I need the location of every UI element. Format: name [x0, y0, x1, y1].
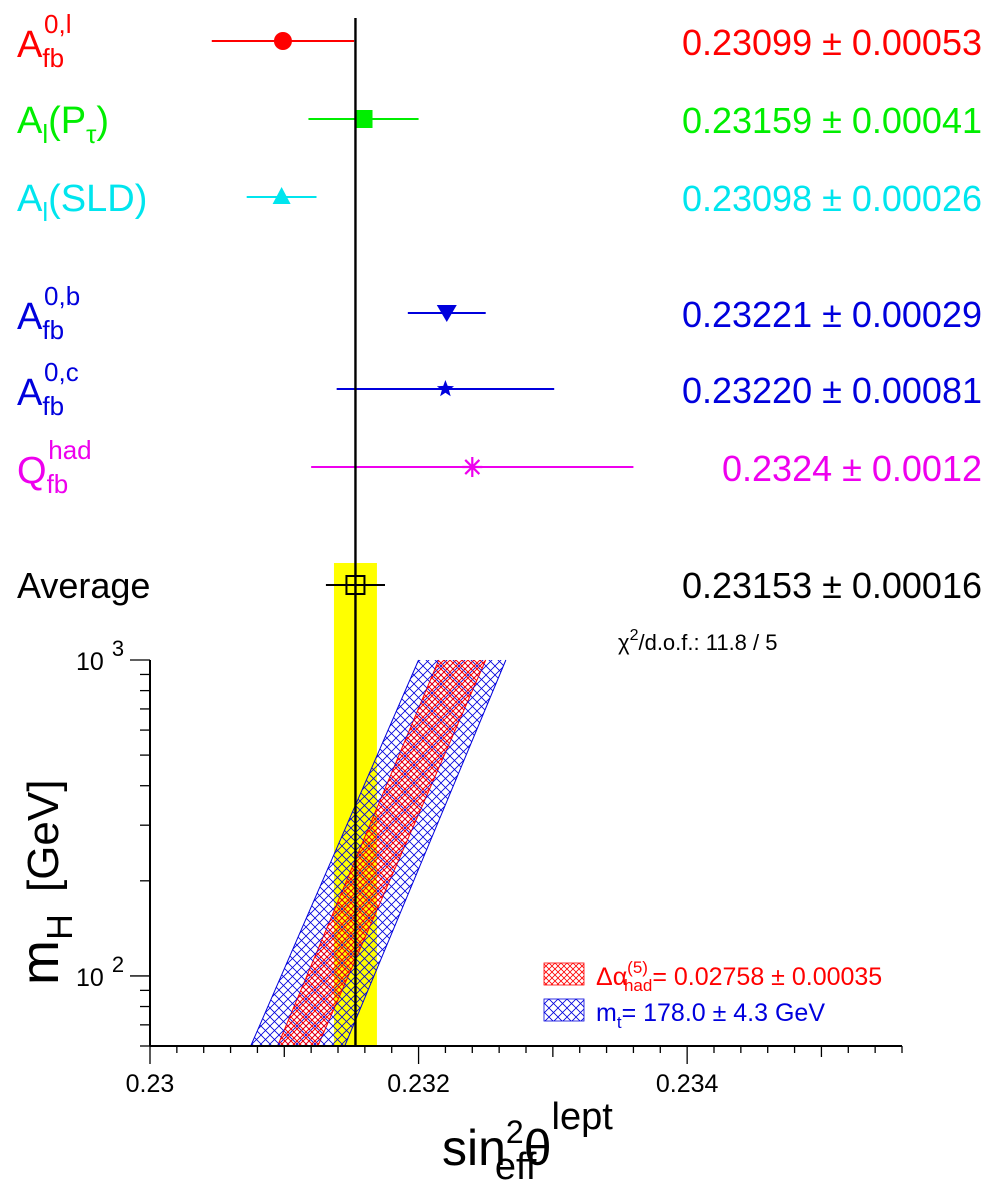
y-axis-title-m: m — [10, 940, 70, 985]
x-axis-title-theta: θ — [524, 1120, 552, 1176]
label-sub: fb — [42, 315, 64, 345]
measurement-value: 0.23098 ± 0.00026 — [682, 178, 982, 219]
label-main: Q — [17, 450, 47, 492]
y-axis-title-sub: H — [39, 914, 80, 940]
label-sub: fb — [47, 469, 69, 499]
chi2-sup: 2 — [630, 627, 639, 644]
measurement-row — [336, 380, 555, 397]
measurement-row — [308, 110, 419, 128]
x-axis-title-sup: lept — [552, 1096, 614, 1138]
label-sub: l — [42, 197, 48, 227]
measurement-row — [311, 457, 634, 477]
legend-symbol: m — [596, 999, 617, 1027]
label-main: A — [17, 100, 43, 142]
legend-entry: mt= 178.0 ± 4.3 GeV — [596, 999, 825, 1032]
label-main: A — [17, 24, 43, 66]
x-axis-title-sup2: 2 — [506, 1114, 524, 1150]
x-tick-label: 0.23 — [126, 1070, 175, 1098]
marker-asterisk-stroke — [464, 459, 481, 475]
y-tick-label: 10 2 — [76, 952, 124, 992]
label-sub: l — [42, 119, 48, 149]
y-axis-title: mH [GeV] — [10, 780, 80, 985]
measurement-row — [407, 305, 486, 322]
chi2-label: χ2/d.o.f.: 11.8 / 5 — [618, 627, 777, 655]
x-tick-label: 0.232 — [387, 1070, 450, 1098]
chi2-text: /d.o.f.: 11.8 / 5 — [638, 630, 777, 655]
legend-symbol: Δα — [596, 963, 627, 991]
legend-entry: Δα(5) had= 0.02758 ± 0.00035 — [596, 958, 882, 995]
band-layer — [250, 563, 507, 1047]
measurement-label: Afb 0,b — [17, 281, 80, 345]
measurement-row — [211, 32, 355, 50]
measurement-value: 0.23221 ± 0.00029 — [682, 294, 982, 335]
marker-star — [436, 380, 454, 397]
label-end: ) — [96, 100, 109, 142]
y-axis-title-unit: [GeV] — [19, 780, 68, 893]
measurement-label: Qfb had — [17, 435, 92, 499]
marker-circle — [273, 32, 292, 50]
measurement-label: Al(Pτ) — [17, 100, 109, 149]
label-sup: 0,c — [44, 357, 79, 387]
measurement-value: 0.23159 ± 0.00041 — [682, 100, 982, 141]
band-mt-edge-0 — [250, 659, 420, 1047]
legend-text: = 0.02758 ± 0.00035 — [652, 963, 882, 991]
average-value: 0.23153 ± 0.00016 — [682, 565, 982, 606]
label-sup: 0,b — [44, 281, 80, 311]
measurement-row — [246, 187, 317, 204]
measurement-label: Al(SLD) — [17, 178, 147, 227]
x-axis-title-sub: eff — [495, 1146, 537, 1188]
marker-triangle — [272, 187, 291, 204]
y-tick-exponent: 3 — [112, 636, 124, 661]
y-tick-base: 10 — [76, 648, 104, 676]
chi2-symbol: χ — [618, 630, 630, 655]
label-main: A — [17, 178, 43, 220]
x-axis-title-sin: sin — [442, 1120, 506, 1176]
legend-swatch — [543, 962, 585, 986]
measurement-value: 0.23220 ± 0.00081 — [682, 370, 982, 411]
label-main: A — [17, 372, 43, 414]
x-axis-title: sin2θlept eff — [442, 1096, 613, 1188]
label-tail: (P — [48, 100, 86, 142]
marker-square — [354, 110, 373, 128]
measurement-value: 0.23099 ± 0.00053 — [682, 22, 982, 63]
label-tail: (SLD) — [48, 178, 147, 220]
measurement-label: Afb 0,c — [17, 357, 79, 421]
label-sup: 0,l — [44, 9, 71, 39]
label-sup: had — [48, 435, 91, 465]
legend-swatch — [543, 998, 585, 1022]
measurement-value: 0.2324 ± 0.0012 — [722, 448, 982, 489]
y-tick-base: 10 — [76, 964, 104, 992]
label-sub: fb — [42, 391, 64, 421]
marker-triangle-down — [436, 305, 457, 322]
measurements-layer — [211, 18, 634, 1046]
label-sub: fb — [42, 43, 64, 73]
legend-sub: had — [624, 976, 652, 995]
average-label: Average — [17, 565, 150, 606]
y-tick-exponent: 2 — [112, 952, 124, 977]
legend-text: = 178.0 ± 4.3 GeV — [622, 999, 826, 1027]
legend-sub: t — [617, 1013, 622, 1032]
label-main: A — [17, 296, 43, 338]
label-tail-sub: τ — [86, 119, 97, 149]
measurement-label: Afb 0,l — [17, 9, 72, 73]
x-tick-label: 0.234 — [656, 1070, 719, 1098]
band-mt-edge-1 — [344, 659, 507, 1047]
y-tick-label: 10 3 — [76, 636, 124, 676]
band-delta-alpha-overlay — [277, 660, 486, 1046]
legend-sup: (5) — [627, 958, 648, 977]
